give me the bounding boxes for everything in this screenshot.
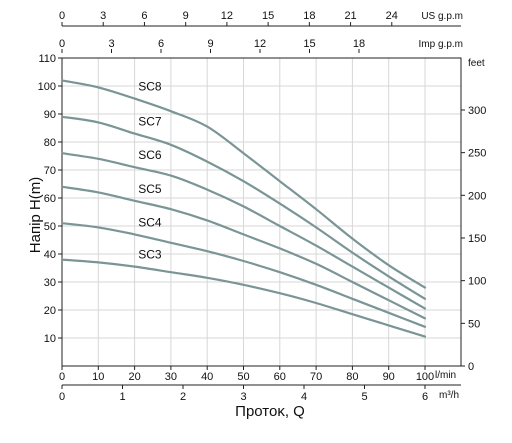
feet-tick-label: 250: [468, 148, 486, 160]
us-gpm-tick-label: 12: [221, 10, 233, 22]
m3h-tick-label: 3: [240, 391, 246, 403]
y-tick-label: 90: [44, 109, 56, 121]
series-label-sc7: SC7: [138, 115, 162, 129]
y-tick-label: 10: [44, 333, 56, 345]
x-tick-label: 50: [237, 371, 249, 383]
x-tick-label: 30: [165, 371, 177, 383]
curve-sc3: [60, 258, 427, 338]
series-label-sc4: SC4: [138, 215, 162, 229]
curve-sc6: [60, 152, 427, 310]
curve-sc4: [60, 222, 427, 328]
x-tick-label: 10: [92, 371, 104, 383]
us-gpm-tick-label: 6: [141, 10, 147, 22]
us-gpm-tick-label: 3: [100, 10, 106, 22]
curve-sc7: [60, 115, 427, 300]
y-unit-feet: feet: [468, 58, 485, 69]
imp-gpm-tick-label: 0: [59, 38, 65, 50]
y-tick-label: 30: [44, 277, 56, 289]
imp-gpm-tick-label: 9: [207, 38, 213, 50]
series-label-sc8: SC8: [138, 80, 162, 94]
labels: SC3 SC4 SC5 SC6 SC7 SC8: [138, 80, 162, 262]
m3h-tick-label: 6: [422, 391, 428, 403]
y-tick-label: 20: [44, 305, 56, 317]
y-tick-label: 40: [44, 249, 56, 261]
us-gpm-tick-label: 15: [262, 10, 274, 22]
x-tick-label: 80: [346, 371, 358, 383]
feet-tick-label: 200: [468, 190, 486, 202]
x-tick-label: 90: [383, 371, 395, 383]
m3h-tick-label: 0: [59, 391, 65, 403]
x-tick-label: 0: [59, 371, 65, 383]
feet-tick-label: 0: [468, 361, 474, 373]
x-tick-label: 70: [310, 371, 322, 383]
grid: [62, 57, 461, 366]
curves: [60, 79, 427, 338]
x-tick-label: 100: [416, 371, 434, 383]
y-tick-label: 110: [38, 53, 56, 65]
imp-gpm-tick-label: 6: [158, 38, 164, 50]
y-tick-label: 70: [44, 165, 56, 177]
m3h-tick-label: 1: [119, 391, 125, 403]
m3h-tick-label: 2: [180, 391, 186, 403]
plot-frame: [61, 57, 462, 367]
curve-sc5: [60, 185, 427, 320]
y-axis-title: Напір H(m): [27, 177, 44, 253]
us-gpm-tick-label: 9: [183, 10, 189, 22]
x-tick-label: 20: [128, 371, 140, 383]
x-unit-m3h: m³/h: [439, 390, 459, 401]
us-gpm-tick-label: 21: [344, 10, 356, 22]
y-tick-label: 100: [38, 81, 56, 93]
x-axis-title: Протоκ, Q: [235, 403, 305, 420]
imp-gpm-tick-label: 15: [303, 38, 315, 50]
y-tick-label: 60: [44, 193, 56, 205]
x-unit-lmin: l/min: [435, 370, 456, 381]
y-tick-label: 80: [44, 137, 56, 149]
x-unit-imp-gpm: Imp g.p.m: [419, 39, 463, 50]
imp-gpm-tick-label: 18: [353, 38, 365, 50]
feet-tick-label: 150: [468, 233, 486, 245]
us-gpm-tick-label: 18: [303, 10, 315, 22]
x-tick-label: 40: [201, 371, 213, 383]
imp-gpm-tick-label: 12: [254, 38, 266, 50]
series-label-sc6: SC6: [138, 148, 162, 162]
feet-tick-label: 300: [468, 105, 486, 117]
us-gpm-tick-label: 24: [386, 10, 398, 22]
x-tick-label: 60: [274, 371, 286, 383]
x-unit-us-gpm: US g.p.m: [421, 11, 463, 22]
imp-gpm-tick-label: 3: [108, 38, 114, 50]
curve-sc8: [60, 79, 427, 289]
feet-tick-label: 100: [468, 276, 486, 288]
us-gpm-tick-label: 0: [59, 10, 65, 22]
series-label-sc3: SC3: [138, 248, 162, 262]
m3h-tick-label: 5: [361, 391, 367, 403]
series-label-sc5: SC5: [138, 182, 162, 196]
feet-tick-label: 50: [468, 318, 480, 330]
y-tick-label: 50: [44, 221, 56, 233]
m3h-tick-label: 4: [301, 391, 307, 403]
